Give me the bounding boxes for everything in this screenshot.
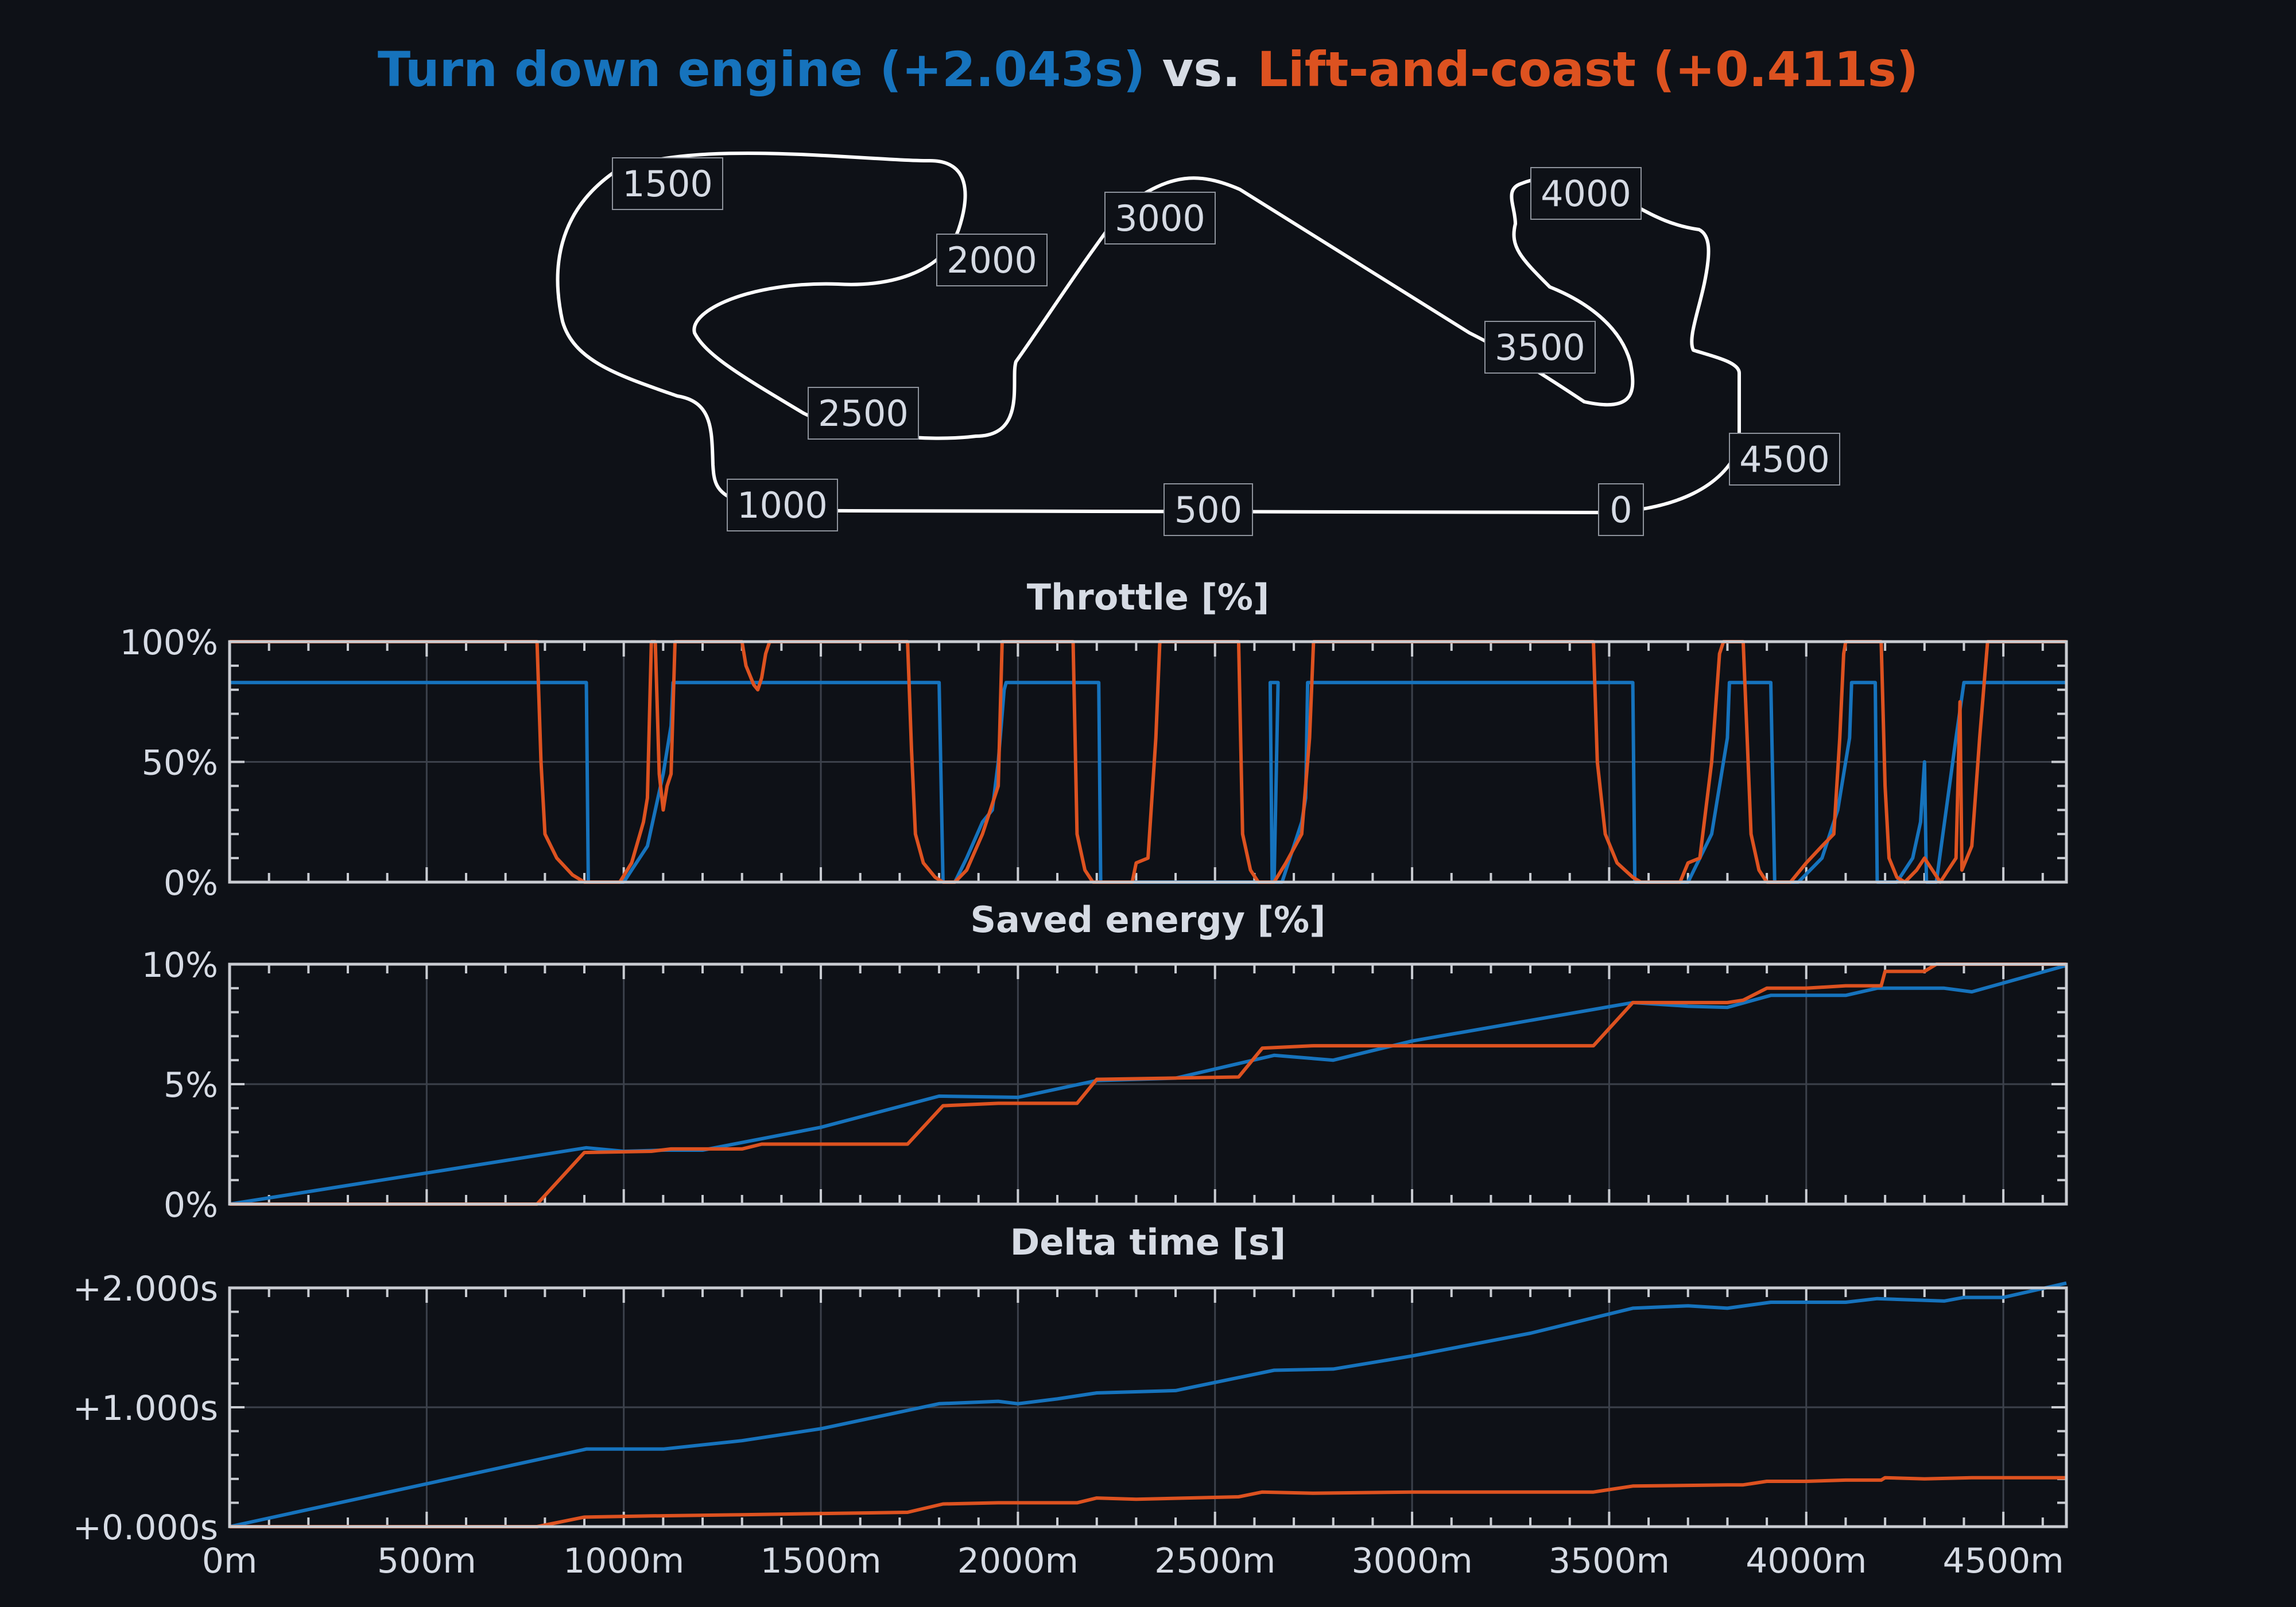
chart-title: Delta time [s]	[1010, 1221, 1286, 1263]
chart-title: Saved energy [%]	[971, 899, 1326, 941]
track-marker-box	[1163, 483, 1253, 536]
track-marker-label: 4000	[1541, 173, 1631, 215]
title-lift-coast: Lift-and-coast (+0.411s)	[1257, 41, 1918, 98]
y-tick-label: 10%	[142, 945, 218, 985]
plot-frame	[228, 640, 2068, 884]
track-marker: 1500	[612, 157, 723, 210]
x-tick-label: 3500m	[1549, 1541, 1670, 1581]
track-marker-box	[1598, 483, 1644, 536]
x-tick-label: 0m	[202, 1541, 258, 1581]
series-line-turn-down-engine	[229, 1281, 2067, 1528]
track-marker-box	[808, 387, 919, 440]
title-turn-down: Turn down engine (+2.043s)	[378, 41, 1145, 98]
chart-panel: Throttle [%] 0% 50% 100%	[119, 576, 2068, 903]
track-marker-box	[1729, 433, 1840, 486]
plot-frame	[228, 1286, 2068, 1528]
track-marker-label: 4500	[1739, 438, 1830, 480]
track-map: 0 500 1000 1500 2000 2500 3000 3500 4000 4500	[556, 151, 1840, 536]
y-tick-label: 0%	[164, 1185, 218, 1225]
y-tick-label: 5%	[164, 1065, 218, 1105]
x-tick-label: 500m	[377, 1541, 476, 1581]
track-marker: 2000	[936, 234, 1048, 286]
track-marker: 2500	[808, 387, 919, 440]
y-tick-label: 100%	[119, 623, 218, 663]
y-tick-label: 0%	[164, 863, 218, 903]
y-tick-label: 50%	[142, 743, 218, 783]
track-marker: 4000	[1530, 167, 1642, 220]
track-marker-box	[727, 479, 838, 531]
track-marker: 1000	[727, 479, 838, 531]
x-tick-label: 3000m	[1352, 1541, 1473, 1581]
track-marker-box	[936, 234, 1048, 286]
track-marker: 4500	[1729, 433, 1840, 486]
x-tick-label: 4500m	[1943, 1541, 2064, 1581]
title-vs: vs.	[1145, 41, 1257, 98]
track-marker-box	[612, 157, 723, 210]
track-marker-label: 2000	[947, 239, 1037, 281]
track-marker-box	[1104, 192, 1216, 244]
y-tick-label: +1.000s	[73, 1388, 218, 1429]
series-line-lift-and-coast	[230, 640, 2066, 884]
series-line-turn-down-engine	[230, 681, 2066, 884]
series-line-lift-and-coast	[230, 962, 2066, 1206]
track-marker-label: 0	[1609, 489, 1632, 531]
track-marker-label: 1500	[622, 163, 713, 205]
track-marker-label: 500	[1174, 489, 1242, 531]
chart-panel: Delta time [s] +0.000s +1.000s +2.000s 0m 500…	[73, 1221, 2068, 1581]
y-tick-label: +0.000s	[73, 1508, 218, 1548]
y-tick-label: +2.000s	[73, 1269, 218, 1309]
track-marker-label: 2500	[818, 393, 909, 434]
x-tick-label: 2500m	[1154, 1541, 1275, 1581]
x-tick-label: 4000m	[1746, 1541, 1867, 1581]
track-marker: 500	[1163, 483, 1253, 536]
track-marker: 3500	[1484, 321, 1596, 374]
x-tick-label: 1500m	[760, 1541, 881, 1581]
series-line-lift-and-coast	[230, 1476, 2066, 1528]
track-marker-label: 3000	[1115, 197, 1205, 239]
track-marker-box	[1484, 321, 1596, 374]
track-marker-label: 1000	[737, 484, 828, 526]
chart-panel: Saved energy [%] 0% 5% 10%	[142, 899, 2068, 1225]
track-marker: 0	[1598, 483, 1644, 536]
chart-title: Throttle [%]	[1027, 576, 1270, 618]
track-marker-box	[1530, 167, 1642, 220]
track-marker: 3000	[1104, 192, 1216, 244]
x-tick-label: 2000m	[957, 1541, 1079, 1581]
plot-frame	[228, 962, 2068, 1206]
track-marker-label: 3500	[1495, 327, 1585, 368]
x-tick-label: 1000m	[563, 1541, 684, 1581]
charts: Throttle [%] 0% 50% 100% Saved energy [%] 0% 5…	[73, 576, 2068, 1581]
figure-title: Turn down engine (+2.043s) vs. Lift-and-…	[378, 41, 1918, 98]
